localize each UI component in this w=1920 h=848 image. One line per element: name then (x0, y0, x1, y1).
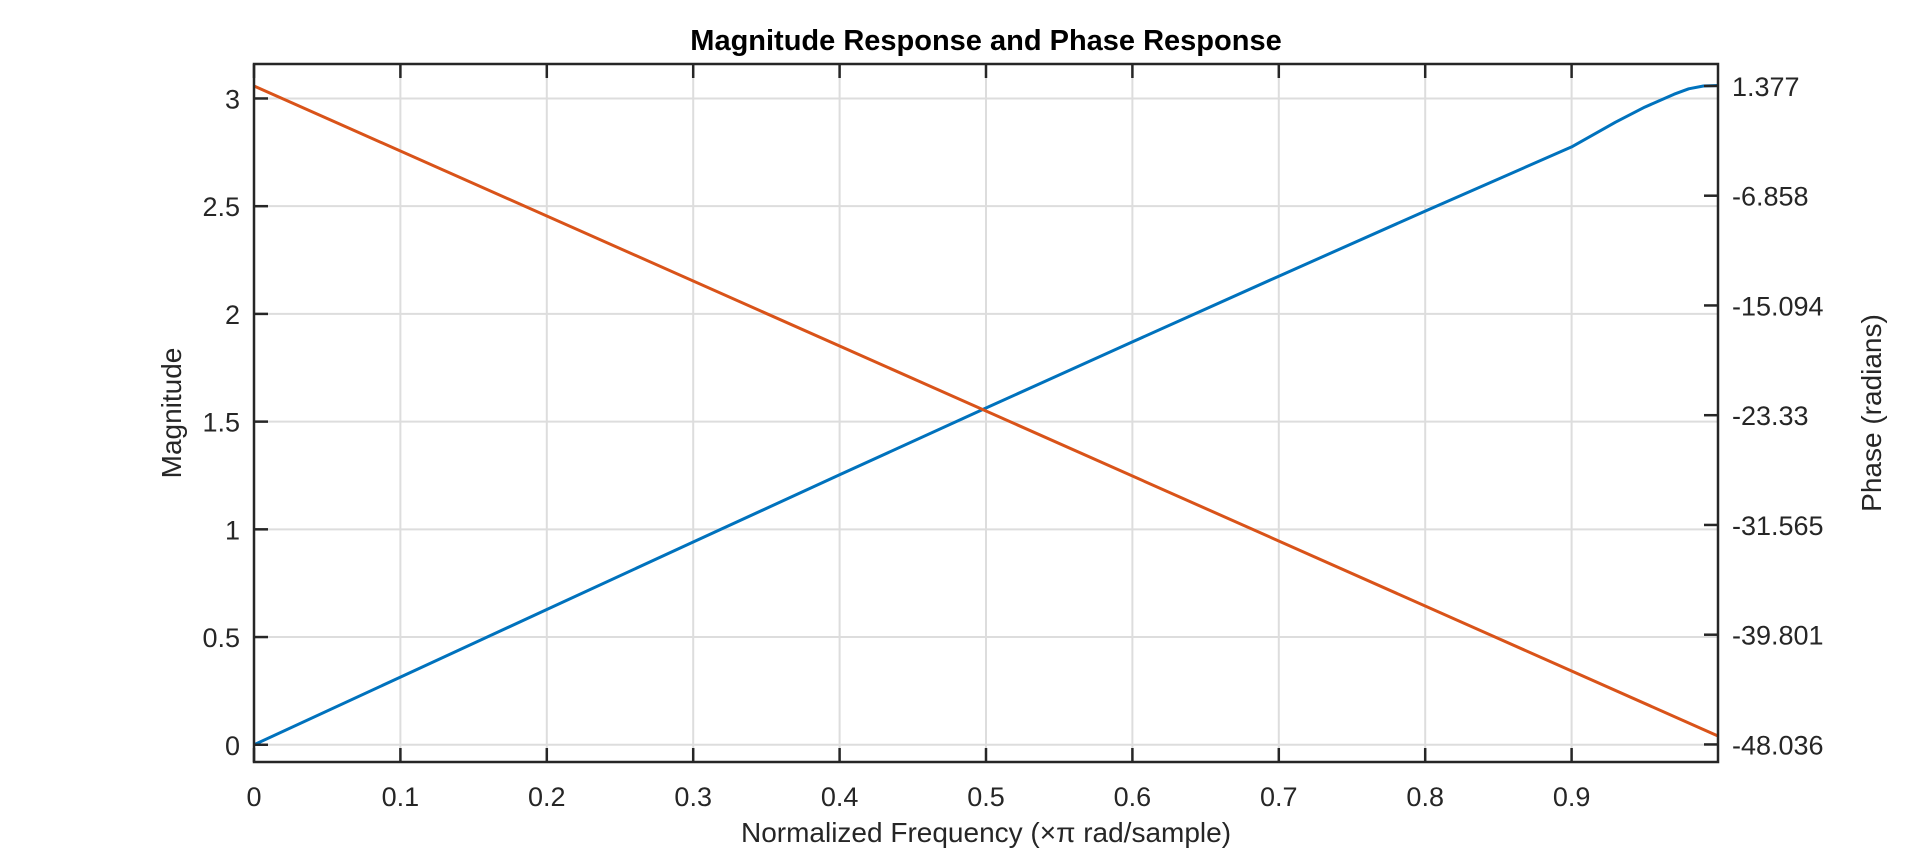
y-right-tick-label: -48.036 (1732, 730, 1824, 760)
x-tick-label: 0.7 (1260, 782, 1298, 812)
y-left-tick-label: 0.5 (202, 623, 240, 653)
series-lines (253, 84, 1719, 747)
x-axis-label: Normalized Frequency (×π rad/sample) (741, 817, 1231, 848)
x-tick-label: 0.9 (1553, 782, 1591, 812)
x-tick-label: 0.4 (821, 782, 859, 812)
phase-line (253, 84, 1719, 738)
y-left-tick-label: 1 (225, 515, 240, 545)
y-left-tick-label: 2 (225, 300, 240, 330)
y-right-tick-label: -39.801 (1732, 621, 1824, 651)
x-tick-label: 0.2 (528, 782, 566, 812)
y-left-tick-label: 3 (225, 84, 240, 114)
tick-labels: 0 0.1 0.2 0.3 0.4 0.5 0.6 0.7 0.8 0.9 0 0.5 1 1.5 2 2.5… (202, 72, 1823, 812)
x-tick-label: 0.3 (674, 782, 712, 812)
y-right-tick-label: 1.377 (1732, 72, 1800, 102)
x-tick-label: 0.5 (967, 782, 1005, 812)
x-tick-label: 0.1 (382, 782, 420, 812)
x-tick-label: 0.8 (1406, 782, 1444, 812)
y-right-tick-label: -6.858 (1732, 182, 1809, 212)
y-axis-label-left: Magnitude (156, 348, 187, 479)
axis-ticks (252, 64, 1718, 762)
y-axis-label-right: Phase (radians) (1856, 314, 1887, 512)
y-left-tick-label: 1.5 (202, 408, 240, 438)
x-tick-label: 0.6 (1114, 782, 1152, 812)
x-tick-label: 0 (246, 782, 261, 812)
y-right-tick-label: -15.094 (1732, 291, 1824, 321)
magnitude-line (253, 84, 1719, 747)
y-right-tick-label: -23.33 (1732, 401, 1809, 431)
y-right-tick-label: -31.565 (1732, 511, 1824, 541)
grid-lines (254, 64, 1718, 762)
y-left-tick-label: 0 (225, 731, 240, 761)
y-left-tick-label: 2.5 (202, 192, 240, 222)
chart-title: Magnitude Response and Phase Response (690, 25, 1281, 57)
